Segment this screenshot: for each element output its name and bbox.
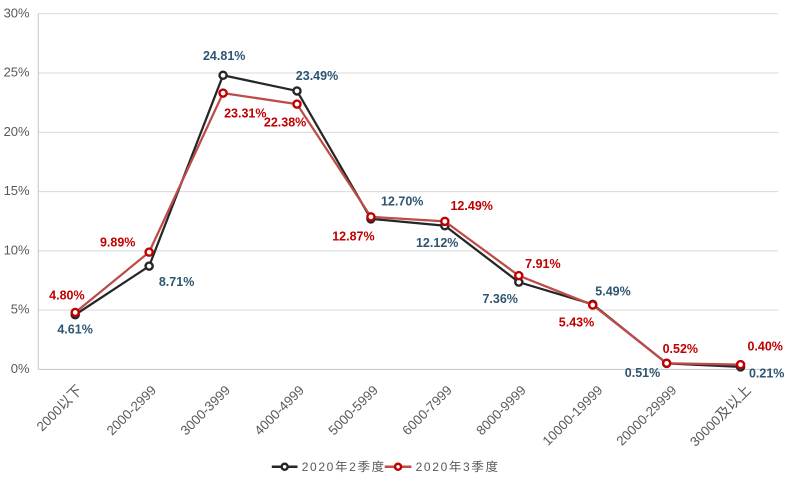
svg-text:23.31%: 23.31% <box>224 106 266 120</box>
svg-text:22.38%: 22.38% <box>264 116 306 130</box>
svg-text:3: 3 <box>463 460 471 474</box>
svg-text:7.36%: 7.36% <box>482 292 517 306</box>
svg-text:5.49%: 5.49% <box>595 285 630 299</box>
svg-text:12.87%: 12.87% <box>332 230 374 244</box>
svg-text:0.51%: 0.51% <box>625 366 660 380</box>
svg-text:10%: 10% <box>4 242 30 257</box>
svg-text:2020: 2020 <box>302 460 335 474</box>
svg-text:7.91%: 7.91% <box>525 257 560 271</box>
svg-text:24.81%: 24.81% <box>203 49 245 63</box>
svg-text:15%: 15% <box>4 183 30 198</box>
svg-text:12.12%: 12.12% <box>416 236 458 250</box>
svg-text:2: 2 <box>349 460 357 474</box>
svg-text:2020: 2020 <box>416 460 449 474</box>
svg-text:12.49%: 12.49% <box>450 199 492 213</box>
svg-text:12.70%: 12.70% <box>381 195 423 209</box>
svg-text:5%: 5% <box>11 302 30 317</box>
svg-text:23.49%: 23.49% <box>296 69 338 83</box>
svg-text:0%: 0% <box>11 361 30 376</box>
svg-text:20%: 20% <box>4 124 30 139</box>
svg-text:4.61%: 4.61% <box>57 323 92 337</box>
svg-text:0.52%: 0.52% <box>663 342 698 356</box>
svg-text:8.71%: 8.71% <box>159 275 194 289</box>
svg-text:4.80%: 4.80% <box>49 289 84 303</box>
svg-text:30%: 30% <box>4 5 30 20</box>
svg-text:5.43%: 5.43% <box>559 316 594 330</box>
svg-text:25%: 25% <box>4 65 30 80</box>
svg-text:0.40%: 0.40% <box>747 340 782 354</box>
svg-text:9.89%: 9.89% <box>100 235 135 249</box>
svg-text:0.21%: 0.21% <box>749 367 784 381</box>
